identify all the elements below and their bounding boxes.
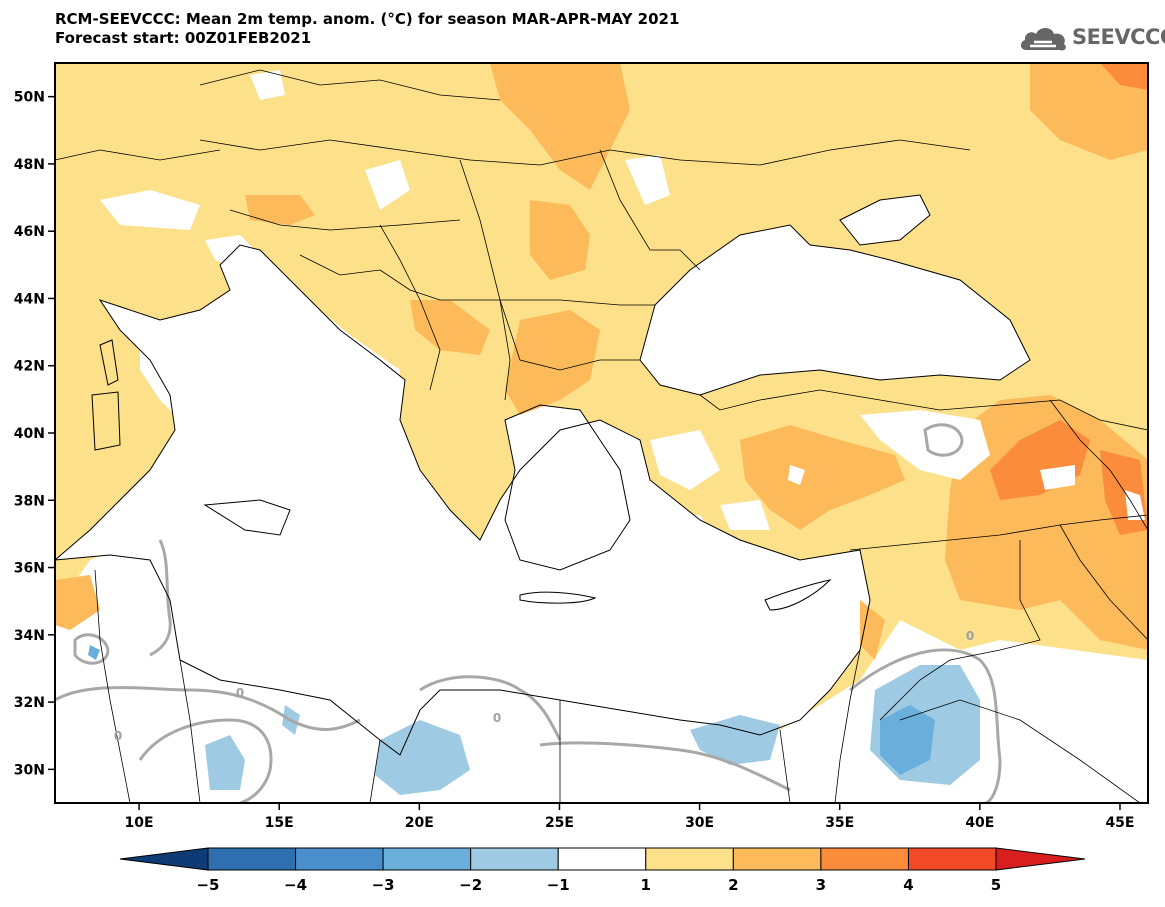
x-tick-label: 35E (825, 815, 854, 831)
colorbar-label: 1 (641, 876, 651, 894)
x-tick-label: 25E (545, 815, 574, 831)
contour-label-zero: 0 (236, 686, 244, 700)
x-tick-label: 40E (965, 815, 994, 831)
y-tick-label: 50N (14, 90, 45, 106)
y-tick-label: 30N (14, 762, 45, 778)
country-borders (55, 69, 1148, 803)
y-axis: 30N 32N 34N 36N 38N 40N 42N 44N 46N 48N 50N (14, 90, 55, 778)
x-tick-label: 20E (405, 815, 434, 831)
colorbar-segment (382, 847, 472, 871)
y-tick-label: 34N (14, 628, 45, 644)
contour-label-zero: 0 (493, 711, 501, 725)
colorbar-label: −5 (196, 876, 219, 894)
y-tick-label: 48N (14, 157, 45, 173)
anomaly-field-neg2-neg3 (88, 645, 935, 775)
colorbar-label: −1 (547, 876, 570, 894)
colorbar-segment (732, 847, 822, 871)
colorbar-segment (645, 847, 734, 871)
y-tick-label: 44N (14, 291, 45, 307)
colorbar-label: 2 (728, 876, 738, 894)
black-sea (640, 225, 1030, 395)
y-tick-label: 42N (14, 359, 45, 375)
sea-of-azov (840, 195, 930, 245)
seevccc-logo: SEEVCCC (1018, 22, 1165, 54)
colorbar-label: −2 (459, 876, 482, 894)
contour-label-zero: 0 (966, 629, 974, 643)
colorbar-under-triangle (119, 847, 209, 871)
x-tick-label: 10E (125, 815, 154, 831)
colorbar-label: −4 (284, 876, 307, 894)
colorbar-segment (295, 847, 384, 871)
adriatic-sea (205, 235, 400, 400)
coastlines (55, 194, 1031, 756)
x-tick-label: 45E (1105, 815, 1134, 831)
title-line-1: RCM-SEEVCCC: Mean 2m temp. anom. (°C) fo… (55, 10, 680, 28)
tyrrhenian-sea (140, 320, 330, 480)
colorbar-segment (207, 847, 297, 871)
colorbar: −5 −4 −3 −2 −1 1 2 3 4 5 (119, 847, 1086, 894)
colorbar-label: 5 (991, 876, 1001, 894)
colorbar-label: −3 (372, 876, 395, 894)
y-tick-label: 38N (14, 493, 45, 509)
colorbar-label: 3 (816, 876, 826, 894)
anomaly-field-2-3 (55, 63, 1148, 660)
colorbar-segment (907, 847, 997, 871)
map-title: RCM-SEEVCCC: Mean 2m temp. anom. (°C) fo… (55, 10, 679, 48)
cloud-logo-icon (1020, 28, 1066, 51)
colorbar-segment (820, 847, 909, 871)
anomaly-field-neutral-patches (100, 70, 1145, 560)
zero-contours (55, 423, 1002, 803)
x-axis: 10E 15E 20E 25E 30E 35E 40E 45E (125, 803, 1134, 831)
y-tick-label: 40N (14, 426, 45, 442)
map-field (55, 63, 1148, 803)
x-tick-label: 15E (265, 815, 294, 831)
aegean-sea (505, 405, 630, 570)
colorbar-segment (470, 847, 559, 871)
y-tick-label: 32N (14, 695, 45, 711)
colorbar-segment (557, 847, 647, 871)
contour-label-group: 0 0 0 0 (114, 629, 974, 743)
y-tick-label: 46N (14, 224, 45, 240)
y-tick-label: 36N (14, 561, 45, 577)
contour-label-zero: 0 (114, 729, 122, 743)
x-tick-label: 30E (685, 815, 714, 831)
colorbar-over-triangle (995, 847, 1086, 871)
title-line-2: Forecast start: 00Z01FEB2021 (55, 29, 312, 47)
logo-text: SEEVCCC (1072, 25, 1165, 49)
colorbar-label: 4 (903, 876, 913, 894)
